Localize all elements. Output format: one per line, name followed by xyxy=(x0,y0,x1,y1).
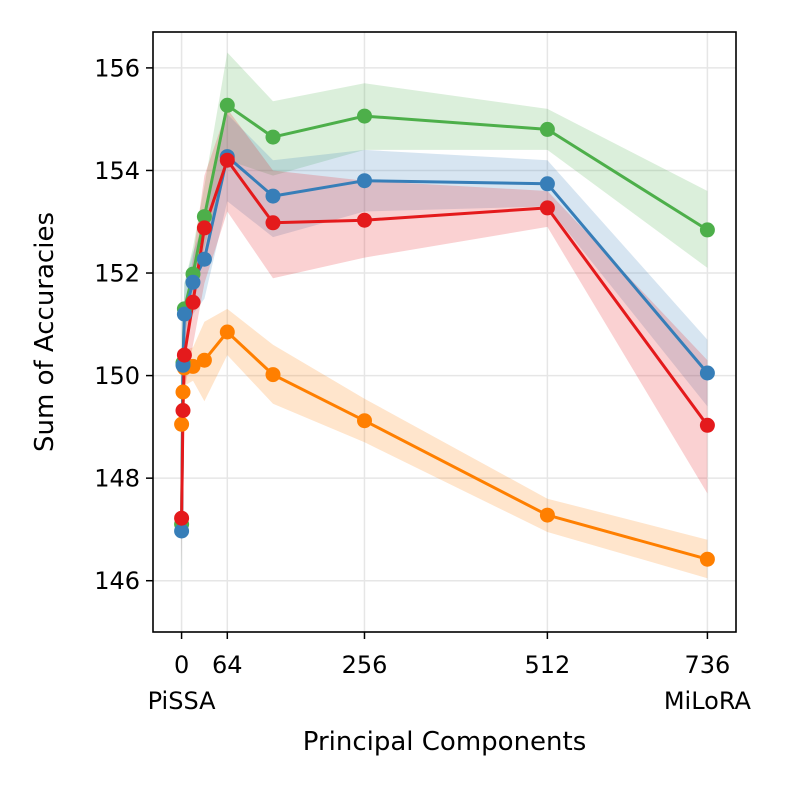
series-points xyxy=(174,97,715,567)
series-2-point xyxy=(185,274,201,290)
x-axis-title: Principal Components xyxy=(303,727,587,757)
y-axis-title: Sum of Accuracies xyxy=(30,212,60,452)
y-tick-label: 152 xyxy=(94,260,140,288)
x-tick-sublabel: PiSSA xyxy=(148,687,217,715)
series-3-point xyxy=(539,200,555,216)
x-tick-sublabel: MiLoRA xyxy=(664,687,752,715)
series-0-point xyxy=(699,551,715,567)
grid-lines xyxy=(153,32,736,632)
series-1-point xyxy=(539,121,555,137)
series-1-point xyxy=(265,129,281,145)
series-3-point xyxy=(175,403,191,418)
y-tick-label: 146 xyxy=(94,567,140,595)
series-0-point xyxy=(265,367,281,383)
series-2-band xyxy=(181,114,708,602)
series-3-point xyxy=(265,215,281,231)
series-3-point xyxy=(174,510,190,526)
series-3-point xyxy=(699,417,715,433)
series-3-point xyxy=(219,152,235,168)
series-2-point xyxy=(265,188,281,204)
series-0-point xyxy=(174,416,190,432)
series-3-band xyxy=(181,108,708,571)
series-2-point xyxy=(699,365,715,381)
plot-area-frame xyxy=(152,31,737,633)
series-2-point xyxy=(196,251,212,267)
series-3-point xyxy=(357,212,372,228)
series-lines xyxy=(180,103,709,561)
y-tick-label: 156 xyxy=(94,54,140,82)
series-0-point xyxy=(175,384,191,400)
y-tick-label: 150 xyxy=(94,362,140,390)
series-1-point xyxy=(699,222,715,238)
x-tick-label: 512 xyxy=(524,651,570,679)
series-0-point xyxy=(539,507,555,523)
y-tick-label: 148 xyxy=(94,465,140,493)
series-3-point xyxy=(185,294,201,310)
series-2-point xyxy=(174,523,190,539)
series-0-point xyxy=(196,352,212,368)
x-tick-label: 736 xyxy=(685,651,731,679)
series-2-point xyxy=(176,306,192,322)
series-2-point xyxy=(539,176,555,192)
series-2-point xyxy=(357,173,372,189)
series-0-point xyxy=(219,324,235,340)
confidence-bands xyxy=(181,52,708,602)
series-0-point xyxy=(357,413,372,429)
y-tick-label: 154 xyxy=(94,157,140,185)
series-1-point xyxy=(357,108,372,124)
series-3-line xyxy=(180,158,709,519)
x-tick-label: 64 xyxy=(212,651,243,679)
series-3-point xyxy=(176,347,192,363)
series-1-point xyxy=(219,97,235,113)
x-tick-label: 256 xyxy=(342,651,388,679)
series-0-band xyxy=(181,308,708,579)
series-2-line xyxy=(180,155,709,532)
series-1-point xyxy=(196,209,212,225)
series-3-point xyxy=(196,220,212,236)
x-tick-label: 0 xyxy=(174,651,189,679)
axis-ticks: 0 PiSSA 64 256 512 736 MiLoRA 146 148 150 152 154 15… xyxy=(94,54,751,715)
